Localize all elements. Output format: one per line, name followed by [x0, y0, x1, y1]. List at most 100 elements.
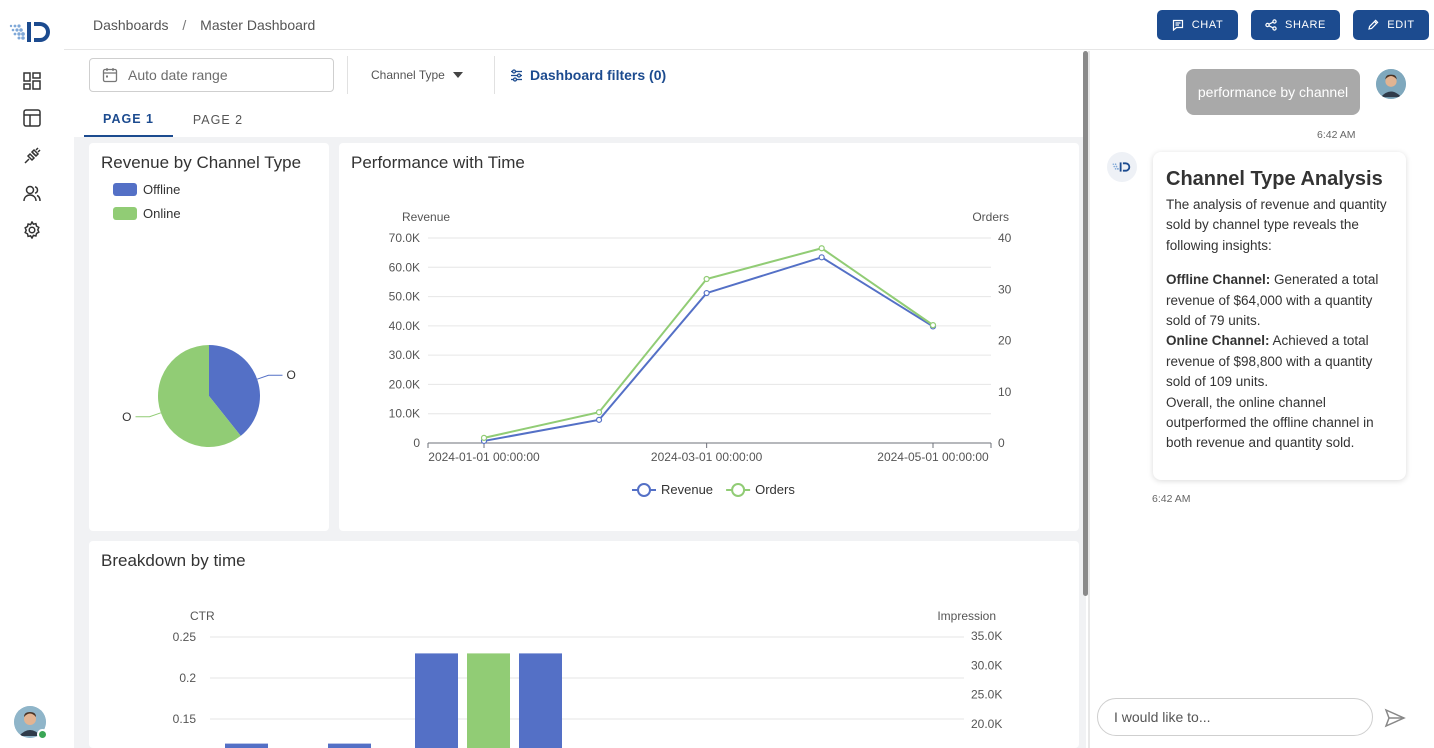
series-point-orders	[480, 434, 488, 441]
line-chart: Revenue Orders 0 10.0K 20.0K 30.0K 40.0K 50.0K 6…	[389, 210, 1012, 497]
legend-label-offline[interactable]: Offline	[143, 182, 180, 197]
bot-message-offline: Offline Channel: Generated a total reven…	[1166, 270, 1393, 331]
pie-slice-offline	[209, 345, 260, 436]
table-icon[interactable]	[20, 106, 44, 130]
legend-label-orders: Orders	[755, 482, 795, 497]
tab-page-1[interactable]: PAGE 1	[84, 103, 173, 137]
edit-button[interactable]: EDIT	[1353, 10, 1429, 40]
channel-type-dropdown[interactable]: Channel Type	[371, 68, 463, 82]
dashboard-icon[interactable]	[20, 69, 44, 93]
plug-icon[interactable]	[20, 144, 44, 168]
y-tick-label: 40.0K	[389, 319, 420, 333]
y-tick-label: 70.0K	[389, 231, 420, 245]
y-tick-label: 0.25	[173, 630, 197, 644]
series-point-revenue	[703, 289, 710, 297]
bot-message-conclusion: Overall, the online channel outperformed…	[1166, 394, 1374, 451]
y-tick-label: 0	[413, 436, 420, 450]
chat-icon	[1172, 19, 1183, 31]
card-title: Revenue by Channel Type	[101, 153, 302, 172]
series-point-revenue	[595, 416, 603, 423]
series-point-orders	[818, 245, 825, 252]
performance-with-time-card: Performance with Time Revenue Orders 0 10.0…	[339, 143, 1079, 531]
legend-label-online[interactable]: Online	[143, 206, 181, 221]
chat-panel: performance by channel 6:42 AM Channel T…	[1090, 51, 1434, 748]
toolbar-divider	[494, 56, 495, 94]
online-status-dot	[37, 729, 48, 740]
breadcrumb-root[interactable]: Dashboards	[93, 17, 169, 33]
tab-page-2[interactable]: PAGE 2	[192, 113, 244, 127]
share-button-label: SHARE	[1285, 19, 1326, 31]
legend-label-revenue: Revenue	[661, 482, 713, 497]
y-tick-label: 0.2	[179, 671, 196, 685]
main-scrollbar[interactable]	[1083, 51, 1088, 596]
calendar-icon	[102, 68, 118, 83]
sliders-icon	[511, 68, 522, 82]
bot-message-online: Online Channel: Achieved a total revenue…	[1166, 331, 1393, 392]
bar	[225, 743, 268, 748]
dashboard-filters-label: Dashboard filters (0)	[530, 67, 667, 83]
y2-tick-label: 20	[998, 334, 1012, 348]
y2-tick-label: 35.0K	[971, 629, 1002, 643]
online-text: Achieved a total revenue of $98,800 with…	[1166, 333, 1373, 390]
x-tick-label: 2024-05-01 00:00:00	[877, 450, 989, 464]
legend-marker	[731, 483, 746, 497]
bot-message-title: Channel Type Analysis	[1166, 168, 1383, 190]
y2-tick-label: 25.0K	[971, 688, 1002, 702]
y-tick-label: 20.0K	[389, 377, 420, 391]
pie-slice-online	[158, 345, 241, 447]
y2-tick-label: 30	[998, 282, 1012, 296]
dashboard-main: Auto date range Channel Type Dashboard f…	[74, 51, 1086, 748]
pie-slice-label: O	[122, 410, 131, 424]
channel-type-label: Channel Type	[371, 68, 445, 82]
logo-icon[interactable]	[8, 16, 56, 48]
pie-slice-label: O	[286, 368, 295, 382]
dashboard-filters-button[interactable]: Dashboard filters (0)	[510, 67, 666, 83]
bot-message-time: 6:42 AM	[1152, 493, 1191, 505]
pencil-icon	[1368, 19, 1379, 30]
chat-input[interactable]: I would like to...	[1097, 698, 1373, 736]
bot-message-intro: The analysis of revenue and quantity sol…	[1166, 197, 1387, 253]
y2-tick-label: 20.0K	[971, 717, 1002, 731]
offline-label: Offline Channel:	[1166, 272, 1271, 288]
settings-icon[interactable]	[20, 218, 44, 242]
y-axis-title: Revenue	[402, 210, 450, 224]
left-nav	[0, 0, 64, 748]
bar	[519, 653, 562, 748]
chat-button[interactable]: CHAT	[1157, 10, 1238, 40]
share-icon	[1265, 19, 1277, 31]
chat-button-label: CHAT	[1191, 19, 1224, 31]
date-range-input[interactable]: Auto date range	[89, 58, 334, 92]
send-icon[interactable]	[1384, 707, 1406, 729]
user-message-bubble: performance by channel	[1186, 69, 1360, 115]
online-label: Online Channel:	[1166, 333, 1270, 349]
user-message-time: 6:42 AM	[1317, 129, 1356, 141]
series-point-orders	[703, 275, 710, 283]
bot-message-card: Channel Type Analysis The analysis of re…	[1153, 152, 1406, 480]
users-icon[interactable]	[20, 181, 44, 205]
legend-swatch-online	[113, 207, 137, 220]
user-avatar	[1376, 69, 1406, 99]
y-axis-title: CTR	[190, 609, 215, 623]
user-avatar[interactable]	[14, 706, 48, 740]
bar	[415, 653, 458, 748]
pie-label-line	[135, 412, 162, 418]
bar	[328, 743, 371, 748]
y2-tick-label: 30.0K	[971, 658, 1002, 672]
offline-text: Generated a total revenue of $64,000 wit…	[1166, 272, 1379, 329]
card-title: Performance with Time	[351, 153, 525, 172]
filter-toolbar: Auto date range Channel Type Dashboard f…	[74, 51, 1086, 137]
share-button[interactable]: SHARE	[1251, 10, 1340, 40]
edit-button-label: EDIT	[1387, 19, 1415, 31]
pane-divider[interactable]	[1088, 51, 1090, 748]
pie-legend: Offline Online	[113, 182, 181, 221]
toolbar-divider	[347, 56, 348, 94]
x-tick-label: 2024-03-01 00:00:00	[651, 450, 763, 464]
breadcrumb: Dashboards / Master Dashboard	[93, 17, 315, 33]
series-point-orders	[595, 409, 603, 416]
y-tick-label: 60.0K	[389, 260, 420, 274]
pie-chart: Offline Online O O	[113, 182, 296, 447]
series-point-revenue	[818, 254, 825, 261]
bar	[467, 653, 510, 748]
y2-tick-label: 40	[998, 231, 1012, 245]
